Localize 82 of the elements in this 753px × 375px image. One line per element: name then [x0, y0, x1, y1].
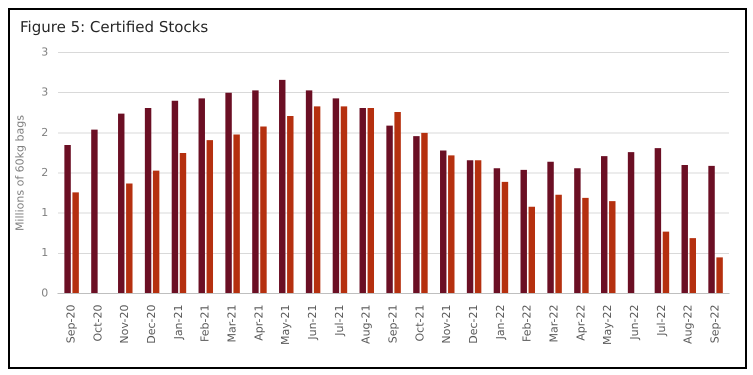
bar	[360, 108, 366, 293]
y-tick-label: 1	[41, 246, 48, 260]
y-axis-title: Millions of 60kg bags	[13, 114, 26, 232]
x-tick-label: Aug-21	[360, 304, 373, 344]
bar	[118, 114, 124, 293]
bar	[654, 148, 662, 293]
x-tick-label: Sep-21	[386, 304, 400, 344]
bar	[421, 132, 428, 293]
bar	[386, 126, 393, 293]
bar	[494, 168, 500, 293]
x-tick-label: Mar-21	[225, 304, 238, 343]
bar	[448, 155, 455, 293]
bar	[474, 160, 482, 293]
bar	[287, 116, 294, 293]
y-tick-label: 1	[41, 206, 48, 220]
bar	[64, 144, 71, 293]
bar	[528, 206, 536, 293]
x-tick-label: Jun-22	[628, 304, 641, 341]
x-tick-label: Nov-21	[440, 304, 454, 344]
bar	[601, 156, 608, 293]
y-tick-label: 2	[41, 166, 48, 179]
x-tick-label: Jul-21	[332, 304, 346, 337]
x-tick-label: Apr-22	[574, 304, 588, 341]
bar	[662, 232, 670, 293]
bar	[502, 182, 508, 293]
x-tick-label: Feb-21	[198, 304, 212, 342]
y-tick-label: 3	[41, 45, 48, 58]
bar	[314, 106, 320, 293]
x-tick-label: Apr-21	[252, 304, 266, 341]
x-tick-label: Jul-22	[654, 304, 668, 337]
bar	[368, 108, 374, 293]
y-tick-label: 3	[41, 86, 48, 99]
bar	[91, 130, 98, 293]
bar	[716, 257, 723, 293]
x-tick-label: Dec-20	[144, 304, 158, 344]
bar	[413, 136, 420, 293]
bar	[582, 198, 589, 293]
bar	[394, 112, 401, 293]
bar	[628, 152, 634, 293]
x-tick-label: Aug-22	[682, 304, 695, 344]
bar	[172, 100, 178, 293]
bar	[233, 134, 240, 293]
bar	[198, 98, 205, 293]
bar	[144, 108, 152, 293]
x-tick-label: Dec-21	[466, 304, 480, 344]
y-tick-label: 2	[41, 126, 48, 139]
x-tick-label: Sep-22	[708, 304, 722, 344]
x-tick-label: May-21	[279, 304, 292, 345]
bar	[574, 168, 581, 293]
bar	[306, 90, 312, 293]
bar	[72, 192, 79, 293]
x-tick-label: May-22	[601, 304, 614, 345]
bar	[708, 166, 715, 293]
bar	[252, 90, 259, 293]
x-tick-label: Feb-22	[520, 304, 534, 342]
bar	[555, 194, 562, 293]
x-tick-label: Nov-20	[118, 304, 132, 344]
bar	[440, 150, 446, 293]
chart-title: Figure 5: Certified Stocks	[19, 17, 210, 36]
x-tick-label: Mar-22	[547, 304, 560, 343]
x-tick-label: Jan-21	[172, 304, 185, 340]
bar	[690, 238, 696, 293]
bar	[152, 170, 160, 293]
bar	[279, 80, 286, 293]
x-tick-label: Sep-20	[64, 304, 78, 344]
y-tick-label: 0	[41, 286, 48, 300]
bar	[206, 140, 214, 293]
bar	[180, 152, 186, 293]
bar	[332, 98, 340, 293]
bar	[260, 126, 267, 293]
bar	[225, 92, 232, 293]
bar	[682, 165, 688, 293]
x-tick-label: Jun-21	[306, 304, 319, 341]
bar	[466, 160, 474, 293]
bar	[126, 183, 133, 293]
bar	[547, 162, 554, 293]
x-tick-label: Oct-20	[91, 304, 104, 342]
x-tick-label: Oct-21	[413, 304, 426, 342]
bar	[340, 106, 348, 293]
bar	[609, 201, 616, 293]
bar	[520, 170, 527, 293]
x-tick-label: Jan-22	[494, 304, 507, 340]
